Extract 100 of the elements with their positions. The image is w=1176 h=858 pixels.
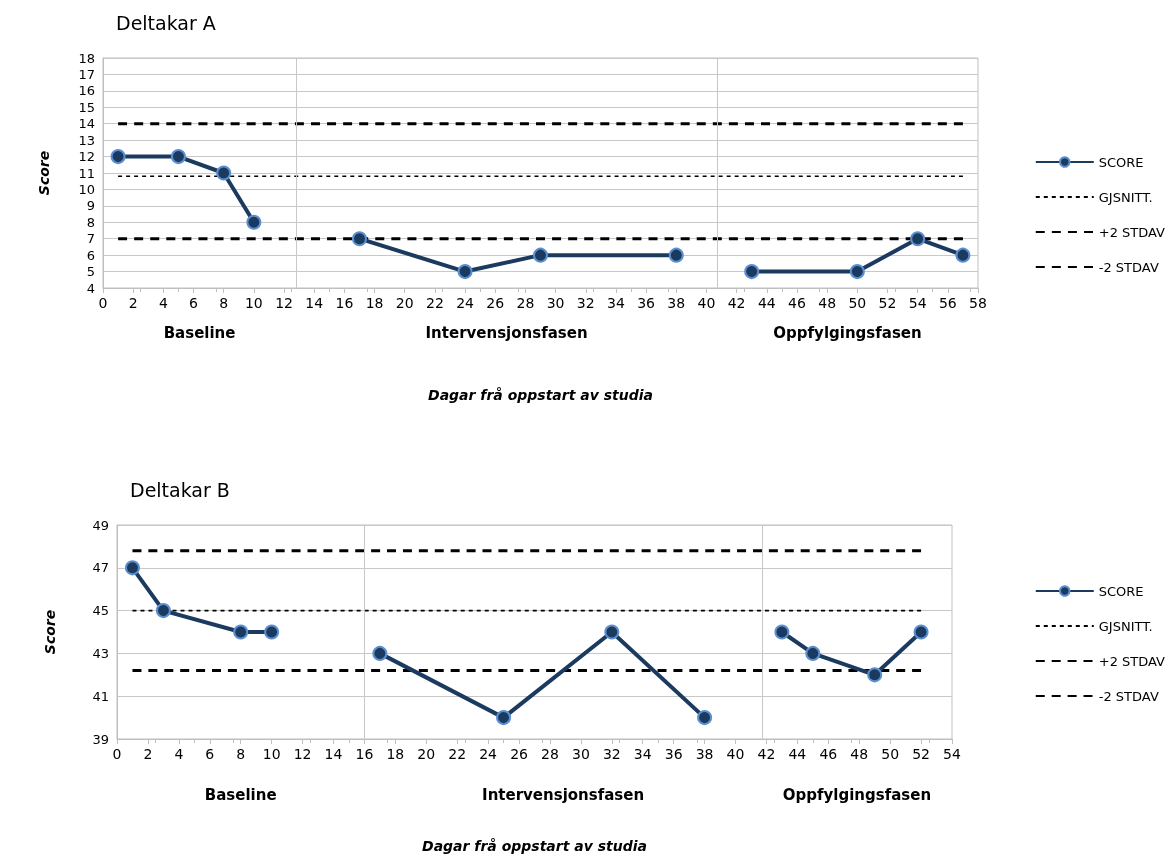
x-tick-label: 36: [637, 295, 656, 311]
x-tick-label: 46: [788, 295, 806, 311]
x-tick-label: 54: [943, 746, 961, 762]
text: Intervensjonsfasen: [425, 324, 588, 342]
legend-label: SCORE: [1098, 583, 1144, 599]
chart-title: Deltakar A: [116, 11, 216, 34]
y-tick-label: 11: [78, 165, 95, 181]
x-tick-label: 12: [293, 746, 312, 762]
y-tick-label: 43: [92, 645, 109, 661]
x-tick-label: 4: [174, 746, 184, 762]
x-tick-label: 24: [479, 746, 498, 762]
x-tick-label: 0: [112, 746, 122, 762]
x-tick-label: 6: [189, 295, 199, 311]
x-tick-label: 32: [602, 746, 621, 762]
x-tick-label: 10: [262, 746, 281, 762]
point: [910, 231, 926, 247]
point: [155, 603, 171, 619]
x-axis-title: Dagar frå oppstart av studia: [422, 838, 647, 854]
y-axis-title: Score: [42, 609, 58, 655]
y-tick-label: 39: [92, 731, 109, 747]
x-tick-label: 52: [878, 295, 897, 311]
x-tick-label: 50: [881, 746, 900, 762]
x-tick-label: 44: [788, 746, 807, 762]
y-tick-label: 49: [92, 517, 109, 533]
y-tick-label: 17: [78, 66, 95, 82]
x-axis-title: Dagar frå oppstart av studia: [428, 387, 653, 403]
y-tick-label: 7: [86, 231, 95, 247]
point: [913, 624, 929, 640]
y-tick-label: 13: [78, 132, 95, 148]
x-tick-label: 26: [510, 746, 529, 762]
x-tick-label: 22: [425, 295, 444, 311]
text: Baseline: [204, 786, 277, 804]
x-tick-label: 54: [908, 295, 927, 311]
text: Oppfylgingsfasen: [773, 324, 922, 342]
x-tick-label: 14: [324, 746, 343, 762]
y-tick-label: 12: [78, 149, 95, 165]
text: Oppfylgingsfasen: [782, 786, 932, 804]
y-tick-label: 8: [86, 214, 95, 230]
point: [604, 624, 620, 640]
y-tick-label: 5: [86, 264, 95, 280]
point: [264, 624, 280, 640]
x-tick-label: 40: [726, 746, 745, 762]
legend-label: GJSNITT.: [1098, 618, 1153, 634]
legend-label: +2 STDAV: [1098, 224, 1166, 240]
legend-label: SCORE: [1098, 154, 1144, 170]
point: [805, 645, 821, 661]
x-tick-label: 42: [757, 746, 776, 762]
legend-label: GJSNITT.: [1098, 189, 1153, 205]
x-tick-label: 48: [850, 746, 869, 762]
point: [216, 165, 232, 181]
x-tick-label: 50: [848, 295, 867, 311]
point: [372, 645, 388, 661]
point: [697, 710, 713, 726]
x-tick-label: 58: [969, 295, 987, 311]
x-tick-label: 24: [456, 295, 475, 311]
x-tick-label: 34: [633, 746, 652, 762]
x-tick-label: 14: [305, 295, 324, 311]
chart-title: Deltakar B: [130, 478, 230, 501]
x-tick-label: 38: [695, 746, 714, 762]
y-axis-title: Score: [36, 150, 52, 196]
point: [351, 231, 367, 247]
y-tick-label: 10: [78, 181, 95, 197]
x-tick-label: 12: [275, 295, 293, 311]
x-tick-label: 26: [486, 295, 505, 311]
x-tick-label: 2: [143, 746, 153, 762]
x-tick-label: 16: [335, 295, 354, 311]
text: Intervensjonsfasen: [482, 786, 645, 804]
x-tick-label: 20: [417, 746, 436, 762]
legend-label: +2 STDAV: [1098, 653, 1166, 669]
x-tick-label: 16: [355, 746, 374, 762]
point: [124, 560, 140, 576]
y-tick-label: 47: [92, 560, 109, 576]
x-tick-label: 28: [516, 295, 535, 311]
x-tick-label: 20: [395, 295, 414, 311]
x-tick-label: 46: [819, 746, 838, 762]
legend-label: -2 STDAV: [1098, 259, 1159, 275]
x-tick-label: 38: [667, 295, 686, 311]
y-tick-label: 16: [78, 83, 95, 99]
point: [233, 624, 249, 640]
x-tick-label: 28: [541, 746, 559, 762]
x-tick-label: 4: [158, 295, 168, 311]
x-tick-label: 36: [664, 746, 683, 762]
x-tick-label: 30: [571, 746, 590, 762]
y-tick-label: 4: [86, 280, 95, 296]
x-tick-label: 32: [576, 295, 595, 311]
x-tick-label: 30: [546, 295, 565, 311]
point: [849, 264, 865, 280]
point: [496, 710, 512, 726]
y-tick-label: 15: [78, 99, 95, 115]
y-tick-label: 41: [92, 688, 109, 704]
y-tick-label: 9: [86, 198, 95, 214]
x-tick-label: 8: [219, 295, 229, 311]
point: [668, 247, 684, 263]
point: [533, 247, 548, 263]
x-tick-label: 2: [128, 295, 138, 311]
legend-label: -2 STDAV: [1098, 688, 1159, 704]
x-tick-label: 18: [386, 746, 405, 762]
point: [170, 149, 186, 165]
y-tick-label: 45: [92, 603, 109, 619]
x-tick-label: 42: [727, 295, 746, 311]
